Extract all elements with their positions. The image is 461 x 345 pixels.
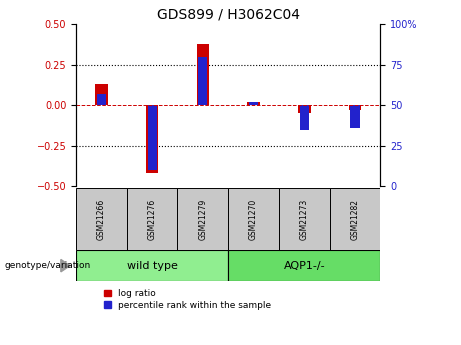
Text: GSM21276: GSM21276 [148, 198, 157, 240]
Legend: log ratio, percentile rank within the sample: log ratio, percentile rank within the sa… [104, 289, 271, 310]
Text: wild type: wild type [127, 261, 177, 270]
Bar [349, 105, 361, 110]
Bar [300, 105, 309, 130]
Bar [146, 105, 159, 173]
Bar [196, 43, 209, 105]
Text: GSM21270: GSM21270 [249, 198, 258, 240]
Bar [148, 105, 157, 170]
FancyBboxPatch shape [228, 188, 279, 250]
FancyBboxPatch shape [228, 250, 380, 281]
Text: GSM21279: GSM21279 [198, 198, 207, 240]
Bar [298, 105, 311, 113]
Bar [247, 102, 260, 105]
FancyBboxPatch shape [330, 188, 380, 250]
FancyBboxPatch shape [76, 250, 228, 281]
Bar [249, 102, 258, 105]
Bar [97, 94, 106, 105]
FancyBboxPatch shape [76, 188, 127, 250]
FancyBboxPatch shape [177, 188, 228, 250]
FancyBboxPatch shape [127, 188, 177, 250]
Text: genotype/variation: genotype/variation [5, 261, 91, 270]
Text: GSM21273: GSM21273 [300, 198, 309, 240]
Bar [350, 105, 360, 128]
Text: AQP1-/-: AQP1-/- [284, 261, 325, 270]
Title: GDS899 / H3062C04: GDS899 / H3062C04 [157, 8, 300, 22]
Bar [95, 84, 108, 105]
Text: GSM21266: GSM21266 [97, 198, 106, 240]
Text: GSM21282: GSM21282 [350, 199, 360, 239]
Bar [198, 57, 207, 105]
FancyBboxPatch shape [279, 188, 330, 250]
Polygon shape [61, 259, 70, 272]
